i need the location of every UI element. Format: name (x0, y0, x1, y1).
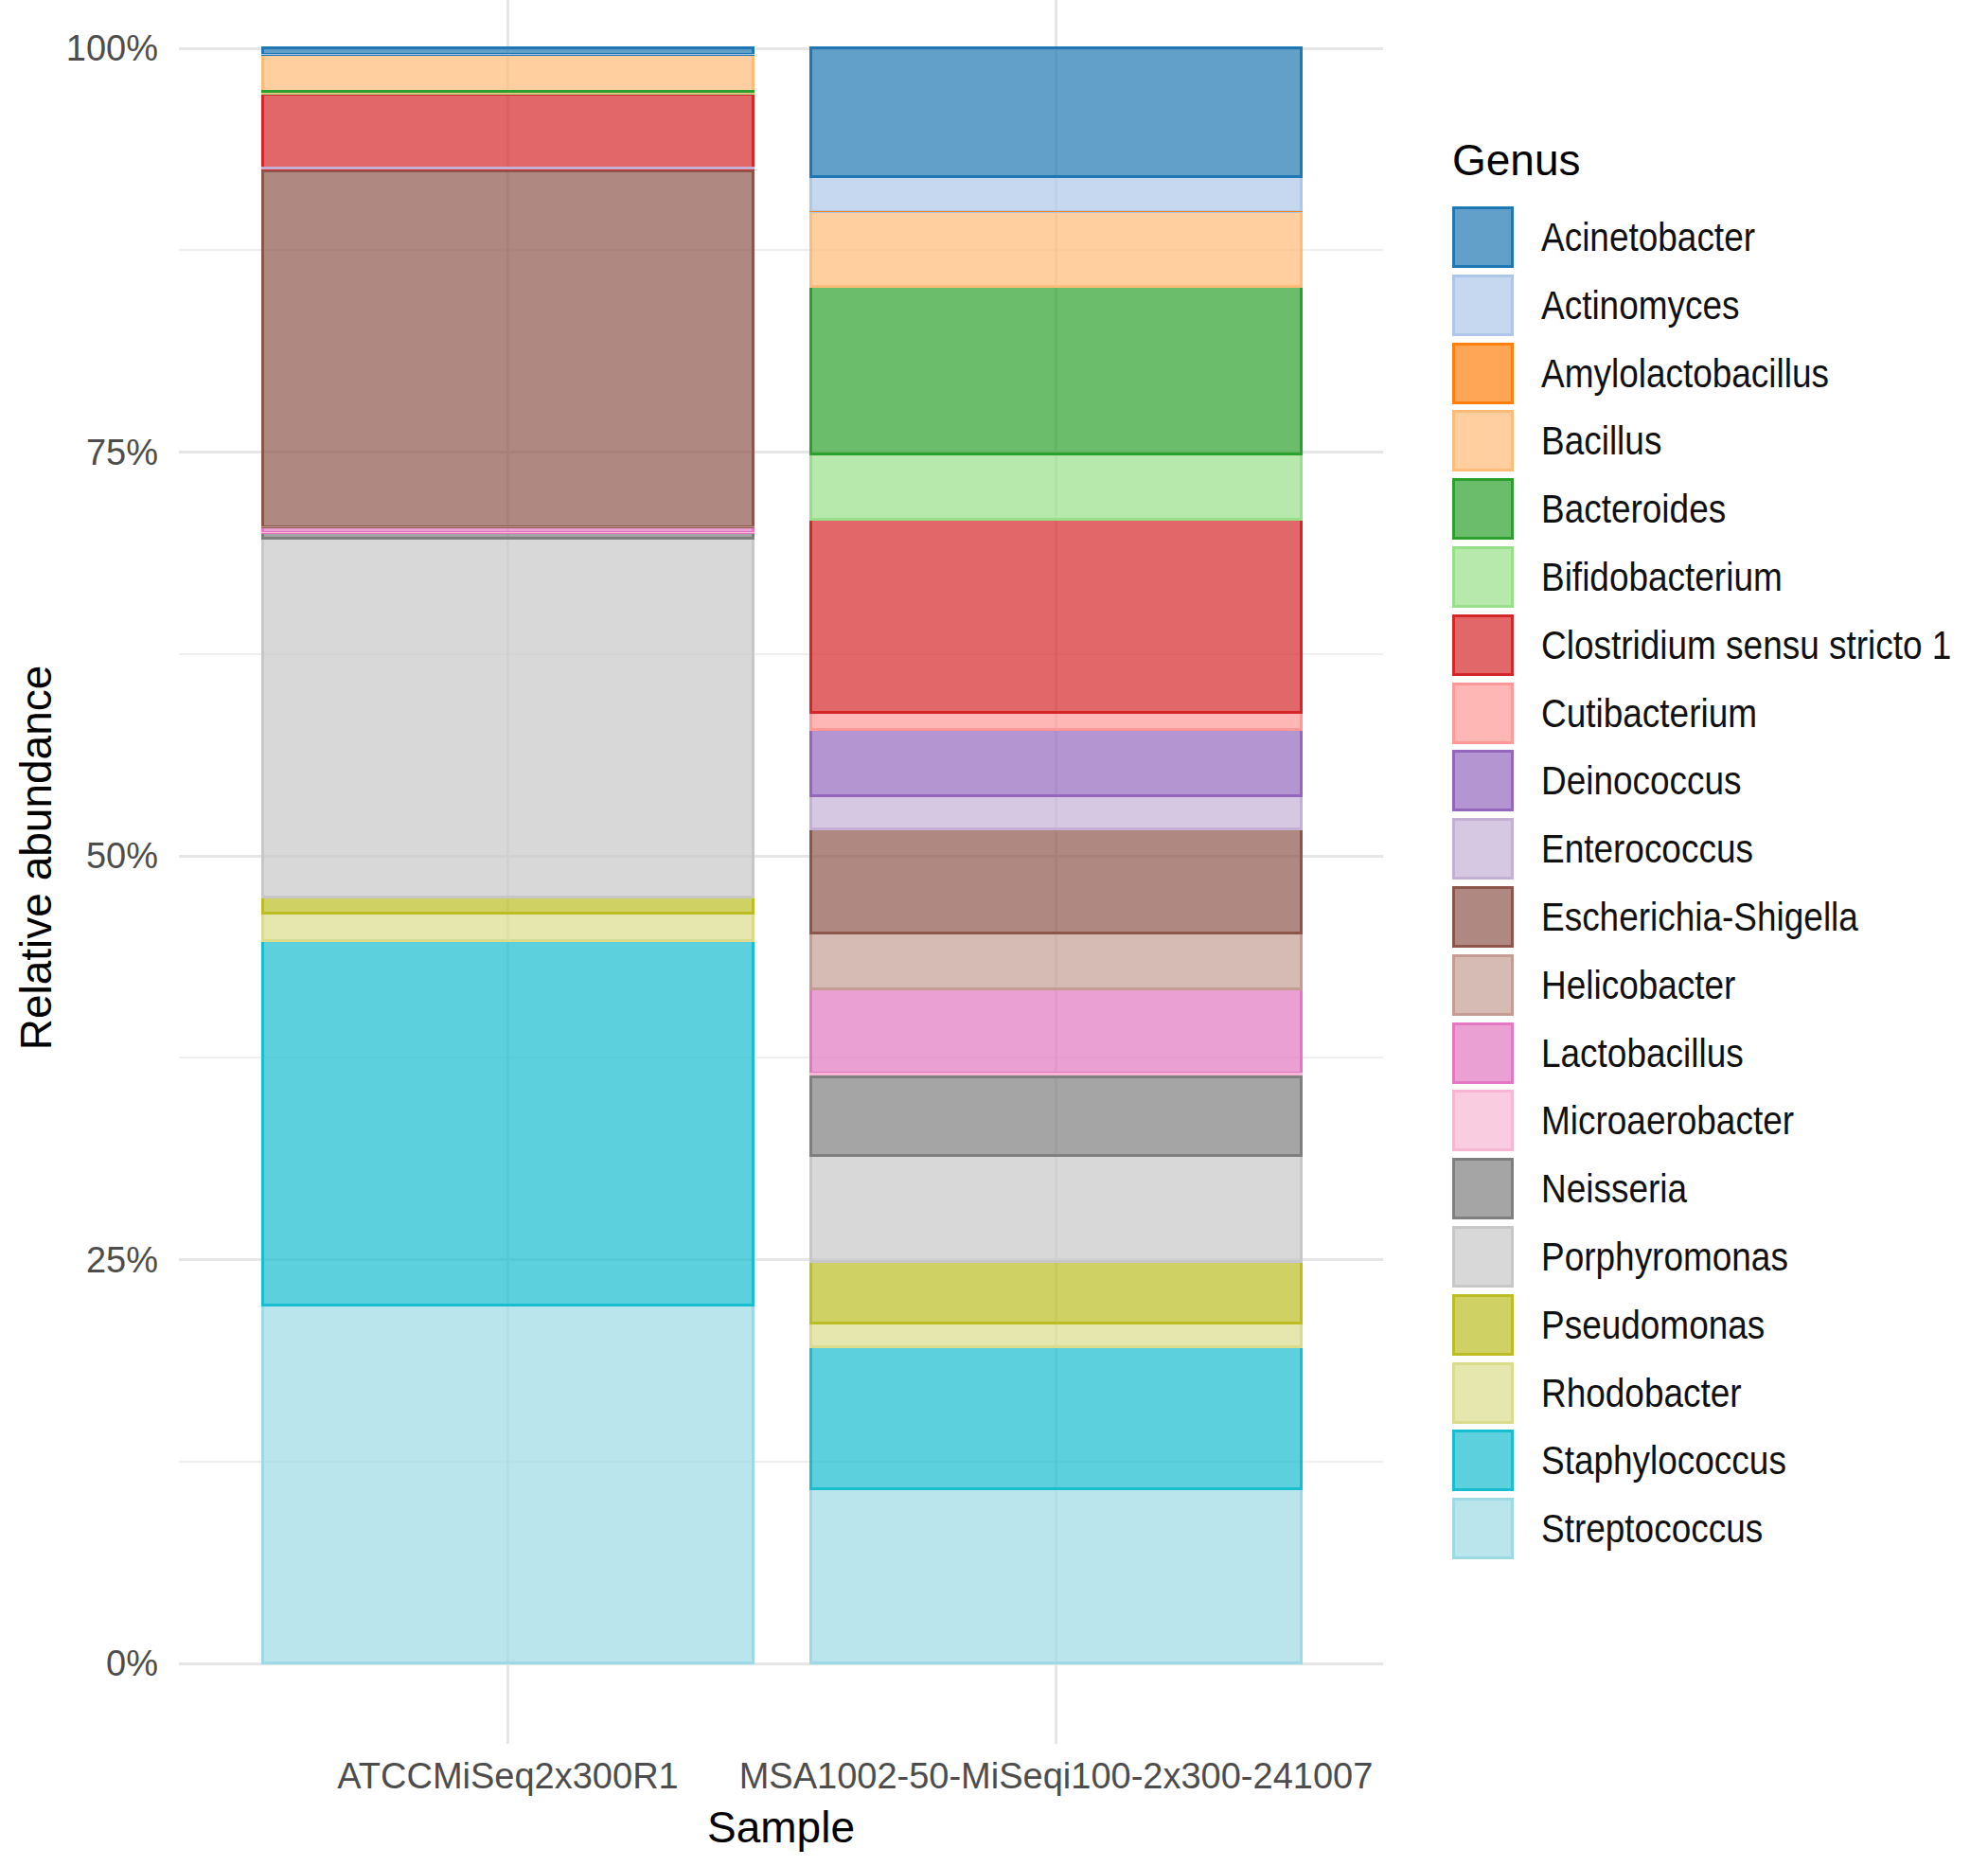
legend-swatch-Acinetobacter (1452, 206, 1514, 268)
legend-swatch-Amylolactobacillus (1452, 343, 1514, 404)
segment-Microaerobacter (809, 1073, 1303, 1075)
legend-label-Helicobacter: Helicobacter (1541, 954, 1735, 1016)
legend-label-Pseudomonas: Pseudomonas (1541, 1294, 1765, 1356)
legend-swatch-Lactobacillus (1452, 1022, 1514, 1084)
legend-label-Microaerobacter: Microaerobacter (1541, 1090, 1794, 1151)
legend-label-Neisseria: Neisseria (1541, 1158, 1687, 1219)
legend-label-Deinococcus: Deinococcus (1541, 750, 1742, 811)
legend: Genus AcinetobacterActinomycesAmylolacto… (1439, 123, 1988, 1600)
legend-items: Acinetobacter Actinomyces Amylolactobacill… (1439, 123, 1988, 1600)
segment-Helicobacter (809, 932, 1303, 990)
segment-Acinetobacter (809, 46, 1303, 178)
legend-swatch-Deinococcus (1452, 750, 1514, 811)
legend-label-Acinetobacter: Acinetobacter (1541, 206, 1755, 268)
segment-Amylolactobacillus (809, 211, 1303, 212)
x-axis-title: Sample (497, 1804, 1065, 1851)
segment-Actinomyces (261, 54, 754, 55)
segment-Clostridium sensu stricto 1 (261, 93, 754, 169)
segment-Clostridium sensu stricto 1 (809, 518, 1303, 714)
legend-label-Rhodobacter: Rhodobacter (1541, 1362, 1742, 1424)
segment-Pseudomonas (809, 1260, 1303, 1324)
segment-Escherichia-Shigella (809, 827, 1303, 934)
legend-label-Escherichia-Shigella: Escherichia-Shigella (1541, 886, 1858, 948)
legend-swatch-Staphylococcus (1452, 1430, 1514, 1491)
segment-Bacillus (261, 53, 754, 93)
bar-sample-2 (809, 0, 1303, 1866)
segment-Bacillus (809, 210, 1303, 288)
segment-Streptococcus (809, 1487, 1303, 1664)
legend-swatch-Neisseria (1452, 1158, 1514, 1219)
y-axis-title: Relative abundance (12, 479, 60, 1236)
segment-Pseudomonas (261, 896, 754, 915)
legend-label-Staphylococcus: Staphylococcus (1541, 1430, 1786, 1491)
legend-swatch-Pseudomonas (1452, 1294, 1514, 1356)
stacked-bar-chart: 0%25%50%75%100%ATCCMiSeq2x300R1MSA1002-5… (0, 0, 1988, 1866)
legend-swatch-Microaerobacter (1452, 1090, 1514, 1151)
bar-sample-1 (261, 0, 754, 1866)
segment-Streptococcus (261, 1304, 754, 1664)
segment-Microaerobacter (261, 532, 754, 533)
segment-Porphyromonas (809, 1154, 1303, 1263)
legend-swatch-Bacillus (1452, 410, 1514, 471)
legend-label-Porphyromonas: Porphyromonas (1541, 1226, 1788, 1288)
legend-swatch-Escherichia-Shigella (1452, 886, 1514, 948)
x-tick-label: MSA1002-50-MiSeqi100-2x300-241007 (725, 1758, 1388, 1794)
segment-Actinomyces (809, 175, 1303, 213)
legend-label-Actinomyces: Actinomyces (1541, 275, 1740, 336)
segment-Helicobacter (261, 526, 754, 527)
legend-swatch-Enterococcus (1452, 818, 1514, 880)
y-tick-label: 25% (16, 1242, 158, 1278)
legend-label-Bacteroides: Bacteroides (1541, 478, 1726, 540)
legend-swatch-Bifidobacterium (1452, 546, 1514, 608)
segment-Rhodobacter (261, 912, 754, 942)
legend-label-Amylolactobacillus: Amylolactobacillus (1541, 343, 1829, 404)
segment-Escherichia-Shigella (261, 169, 754, 528)
legend-swatch-Clostridium sensu stricto 1 (1452, 614, 1514, 676)
segment-Staphylococcus (809, 1345, 1303, 1490)
segment-Bifidobacterium (261, 94, 754, 95)
segment-Cutibacterium (809, 711, 1303, 731)
segment-Enterococcus (261, 167, 754, 169)
legend-swatch-Bacteroides (1452, 478, 1514, 540)
legend-label-Streptococcus: Streptococcus (1541, 1498, 1763, 1559)
legend-label-Bacillus: Bacillus (1541, 410, 1661, 471)
legend-label-Bifidobacterium: Bifidobacterium (1541, 546, 1783, 608)
segment-Porphyromonas (261, 537, 754, 897)
legend-swatch-Cutibacterium (1452, 683, 1514, 744)
segment-Bacteroides (809, 285, 1303, 455)
segment-Neisseria (809, 1075, 1303, 1158)
legend-label-Cutibacterium: Cutibacterium (1541, 683, 1757, 744)
segment-Deinococcus (809, 728, 1303, 797)
y-tick-label: 75% (16, 435, 158, 471)
legend-swatch-Helicobacter (1452, 954, 1514, 1016)
legend-swatch-Porphyromonas (1452, 1226, 1514, 1288)
legend-swatch-Actinomyces (1452, 275, 1514, 336)
segment-Lactobacillus (809, 987, 1303, 1075)
y-tick-label: 100% (16, 30, 158, 66)
segment-Bifidobacterium (809, 453, 1303, 521)
legend-swatch-Rhodobacter (1452, 1362, 1514, 1424)
y-tick-label: 0% (16, 1645, 158, 1681)
segment-Staphylococcus (261, 939, 754, 1306)
segment-Enterococcus (809, 794, 1303, 830)
legend-swatch-Streptococcus (1452, 1498, 1514, 1559)
legend-label-Enterococcus: Enterococcus (1541, 818, 1753, 880)
legend-label-Lactobacillus: Lactobacillus (1541, 1022, 1744, 1084)
segment-Rhodobacter (809, 1322, 1303, 1349)
segment-Bacteroides (261, 90, 754, 93)
legend-label-Clostridium sensu stricto 1: Clostridium sensu stricto 1 (1541, 614, 1951, 676)
